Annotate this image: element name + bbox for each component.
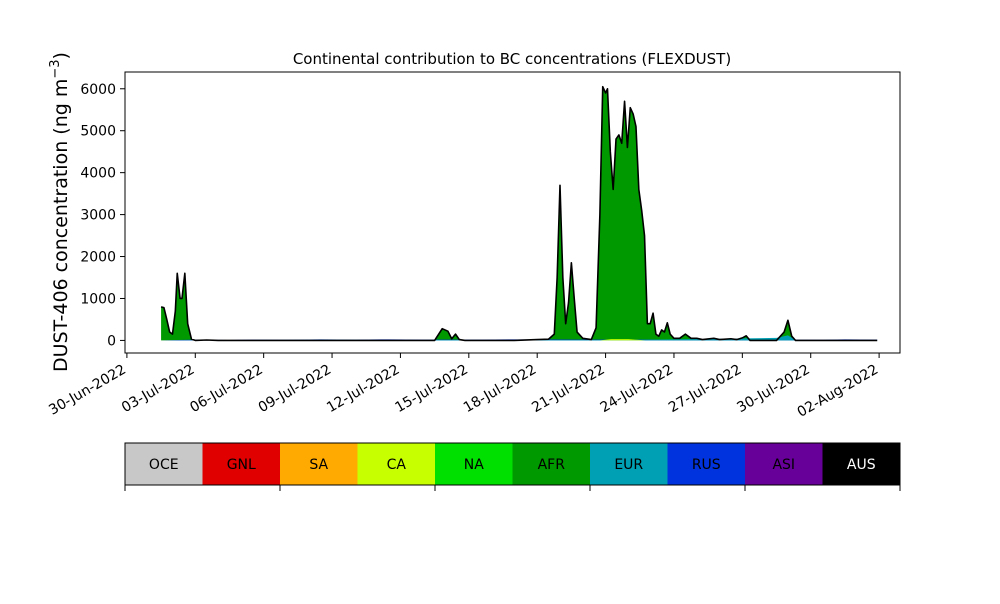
x-axis: 30-Jun-202203-Jul-202206-Jul-202209-Jul-… [46, 353, 881, 421]
legend-swatch-rus [667, 443, 745, 485]
x-tick-label: 12-Jul-2022 [324, 362, 402, 416]
area-afr [161, 86, 878, 341]
legend-label-gnl: GNL [227, 457, 256, 473]
y-tick-label: 2000 [80, 250, 116, 266]
legend-label-aus: AUS [847, 457, 876, 473]
y-tick-label: 1000 [80, 291, 116, 307]
total-outline-line [160, 85, 878, 342]
legend-swatch-na [435, 443, 513, 485]
x-tick-label: 21-Jul-2022 [529, 362, 607, 416]
legend-label-sa: SA [309, 457, 328, 473]
y-axis-label: DUST-406 concentration (ng m−3) [48, 52, 72, 372]
legend-swatch-ca [357, 443, 435, 485]
legend-label-ca: CA [387, 457, 407, 473]
x-tick-label: 24-Jul-2022 [598, 362, 676, 416]
x-tick-label: 15-Jul-2022 [392, 362, 470, 416]
y-axis-label-main: DUST-406 concentration (ng m [50, 79, 72, 372]
y-axis-label-suffix: ) [50, 52, 72, 59]
legend-colorbar: OCE GNL SA CA NA AFR EUR RUS ASI AUS [124, 442, 901, 491]
legend-label-afr: AFR [538, 457, 566, 473]
x-tick-label: 03-Jul-2022 [119, 362, 197, 416]
legend-swatch-oce [125, 443, 203, 485]
x-tick-label: 18-Jul-2022 [461, 362, 539, 416]
y-tick-label: 4000 [80, 166, 116, 182]
legend-swatch-sa [280, 443, 358, 485]
legend-swatch-eur [590, 443, 668, 485]
plot-area [160, 85, 878, 342]
legend-label-asi: ASI [772, 457, 795, 473]
x-tick-label: 09-Jul-2022 [256, 362, 334, 416]
legend-label-eur: EUR [614, 457, 643, 473]
x-tick-label: 27-Jul-2022 [666, 362, 744, 416]
legend-swatch-afr [512, 443, 590, 485]
x-tick-label: 06-Jul-2022 [187, 362, 265, 416]
legend-swatch-aus [822, 443, 900, 485]
y-tick-label: 0 [107, 333, 116, 349]
legend-frame [124, 442, 901, 486]
y-tick-label: 6000 [80, 82, 116, 98]
plot-frame [124, 71, 901, 354]
legend-label-rus: RUS [692, 457, 721, 473]
legend-label-na: NA [464, 457, 484, 473]
legend-swatch-gnl [202, 443, 280, 485]
y-axis: 0 1000 2000 3000 4000 5000 6000 [80, 82, 125, 349]
legend-label-oce: OCE [149, 457, 179, 473]
legend-swatch-asi [745, 443, 823, 485]
y-tick-label: 3000 [80, 208, 116, 224]
y-axis-label-superscript: −3 [48, 59, 63, 78]
y-tick-label: 5000 [80, 124, 116, 140]
chart-title: Continental contribution to BC concentra… [293, 50, 731, 68]
